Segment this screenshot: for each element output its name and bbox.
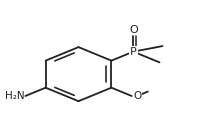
- Text: O: O: [133, 91, 141, 101]
- Text: O: O: [129, 25, 138, 35]
- Text: H₂N: H₂N: [5, 91, 24, 101]
- Text: P: P: [130, 47, 137, 57]
